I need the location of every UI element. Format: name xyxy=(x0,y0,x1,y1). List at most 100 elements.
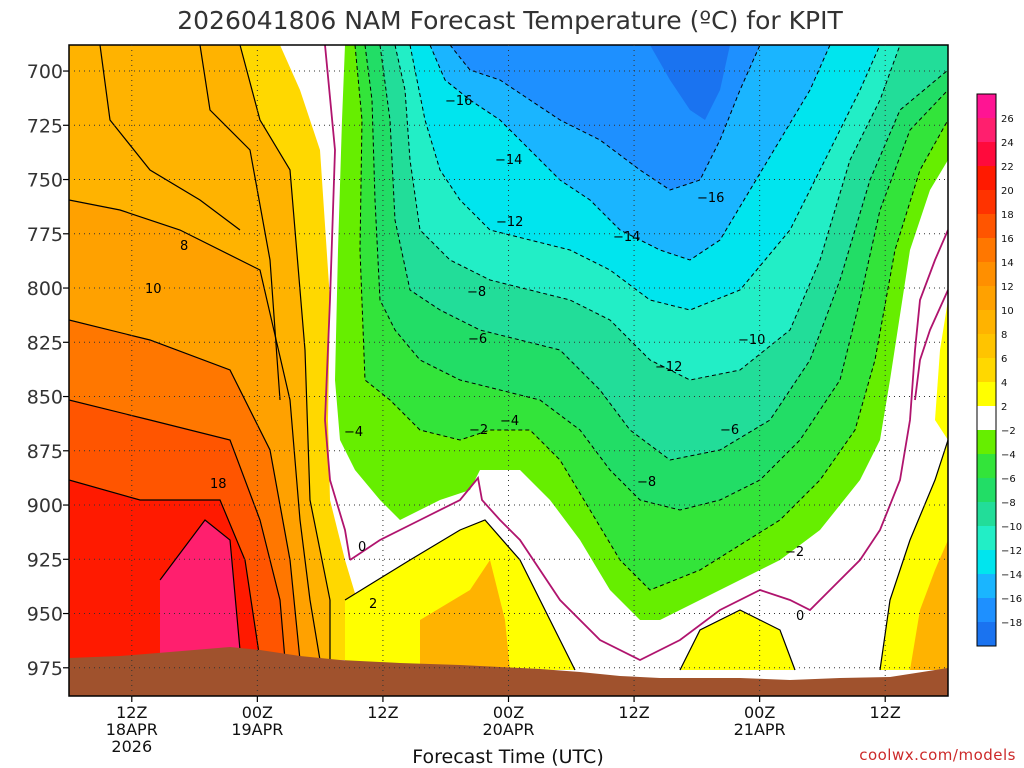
y-tick-label: 950 xyxy=(27,604,63,626)
y-tick-label: 975 xyxy=(27,658,63,680)
colorbar-swatch xyxy=(977,526,996,551)
y-tick-label: 825 xyxy=(27,332,63,354)
colorbar-swatch xyxy=(977,358,996,383)
colorbar-swatch xyxy=(977,94,996,119)
colorbar-swatch xyxy=(977,310,996,335)
y-axis: 700 725 750 775 800 825 850 875 900 925 950 975 xyxy=(27,61,69,680)
colorbar-swatch xyxy=(977,382,996,407)
contour-label: 10 xyxy=(145,282,162,297)
colorbar-swatch xyxy=(977,334,996,359)
colorbar-label: 8 xyxy=(1001,330,1007,341)
x-tick-label: 00Z xyxy=(242,703,273,722)
contour-label: 0 xyxy=(358,540,366,555)
x-tick-label: 12Z xyxy=(870,703,901,722)
colorbar-swatch xyxy=(977,190,996,215)
colorbar-label: −2 xyxy=(1001,426,1016,437)
colorbar-label: −18 xyxy=(1001,618,1022,629)
contour-label: −16 xyxy=(697,191,724,206)
zero-isotherm xyxy=(324,45,948,662)
contour-labels: −16 −14 −16 −12 −14 −8 −10 −6 −12 −4 −2 … xyxy=(145,94,804,624)
band-magenta xyxy=(160,520,240,660)
grid xyxy=(69,45,948,696)
colorbar-label: −6 xyxy=(1001,474,1016,485)
colorbar-label: −14 xyxy=(1001,570,1022,581)
colorbar-swatch xyxy=(977,478,996,503)
colorbar-label: 2 xyxy=(1001,402,1007,413)
band-low-orange-1 xyxy=(420,560,510,670)
band-right-orange xyxy=(910,540,948,670)
colorbar-swatch xyxy=(977,430,996,455)
contour-lines-warm xyxy=(69,45,948,671)
x-tick-label: 18APR xyxy=(106,720,158,739)
x-tick-label: 20APR xyxy=(482,720,534,739)
contour-label: −6 xyxy=(468,332,487,347)
colorbar-label: 24 xyxy=(1001,138,1014,149)
colorbar-swatch xyxy=(977,550,996,575)
contour-label: −12 xyxy=(496,215,523,230)
colorbar-swatch xyxy=(977,166,996,191)
y-tick-label: 875 xyxy=(27,441,63,463)
x-tick-label: 2026 xyxy=(111,737,152,756)
contour-label: 8 xyxy=(180,239,188,254)
y-tick-label: 775 xyxy=(27,224,63,246)
band-right-top-yellow xyxy=(935,300,948,440)
x-tick-label: 00Z xyxy=(744,703,775,722)
credit-text: coolwx.com/models xyxy=(859,746,1016,764)
chart-title: 2026041806 NAM Forecast Temperature (ºC)… xyxy=(177,6,843,35)
colorbar-swatch xyxy=(977,502,996,527)
y-tick-label: 700 xyxy=(27,61,63,83)
contour-label: −16 xyxy=(445,94,472,109)
x-tick-label: 12Z xyxy=(367,703,398,722)
colorbar-swatch xyxy=(977,262,996,287)
contour-label: −4 xyxy=(500,414,519,429)
x-tick-label: 00Z xyxy=(493,703,524,722)
contour-label: −14 xyxy=(495,153,522,168)
colorbar-label: 12 xyxy=(1001,282,1014,293)
colorbar-swatch xyxy=(977,118,996,143)
contour-label: −2 xyxy=(785,545,804,560)
colorbar-swatch xyxy=(977,286,996,311)
contour-label: −2 xyxy=(469,423,488,438)
colorbar-swatch xyxy=(977,622,996,647)
colorbar-label: −4 xyxy=(1001,450,1016,461)
colorbar-swatch xyxy=(977,238,996,263)
y-tick-label: 900 xyxy=(27,495,63,517)
colorbar-label: 4 xyxy=(1001,378,1007,389)
colorbar: 26 24 22 20 18 16 14 12 10 8 6 4 2 −2 −4 −6 −8 −10 −12 −14 −… xyxy=(976,93,1022,647)
contour-label: 2 xyxy=(369,597,377,612)
y-tick-label: 725 xyxy=(27,115,63,137)
colorbar-swatch xyxy=(977,214,996,239)
terrain xyxy=(69,647,948,696)
contour-label: −8 xyxy=(467,285,486,300)
contour-label: −6 xyxy=(720,423,739,438)
contour-label: −14 xyxy=(613,230,640,245)
colorbar-label: −16 xyxy=(1001,594,1022,605)
colorbar-label: 20 xyxy=(1001,186,1014,197)
colorbar-swatch xyxy=(977,454,996,479)
colorbar-label: 26 xyxy=(1001,114,1014,125)
contour-label: 0 xyxy=(796,609,804,624)
y-tick-label: 800 xyxy=(27,278,63,300)
y-tick-label: 850 xyxy=(27,387,63,409)
x-axis-label: Forecast Time (UTC) xyxy=(412,746,603,768)
contour-label: −8 xyxy=(637,475,656,490)
colorbar-label: −12 xyxy=(1001,546,1022,557)
y-tick-label: 925 xyxy=(27,549,63,571)
band-low-yellow-2 xyxy=(680,610,795,670)
colorbar-label: 14 xyxy=(1001,258,1014,269)
contour-label: −10 xyxy=(738,333,765,348)
x-tick-label: 19APR xyxy=(231,720,283,739)
plot-area xyxy=(68,44,949,697)
contour-label: 18 xyxy=(210,477,227,492)
x-tick-label: 12Z xyxy=(116,703,147,722)
colorbar-label: −10 xyxy=(1001,522,1022,533)
colorbar-label: 22 xyxy=(1001,162,1014,173)
colorbar-swatch xyxy=(977,406,996,431)
y-tick-label: 750 xyxy=(27,170,63,192)
x-tick-label: 21APR xyxy=(734,720,786,739)
colorbar-swatch xyxy=(977,574,996,599)
x-tick-label: 12Z xyxy=(618,703,649,722)
contour-label: −4 xyxy=(344,425,363,440)
